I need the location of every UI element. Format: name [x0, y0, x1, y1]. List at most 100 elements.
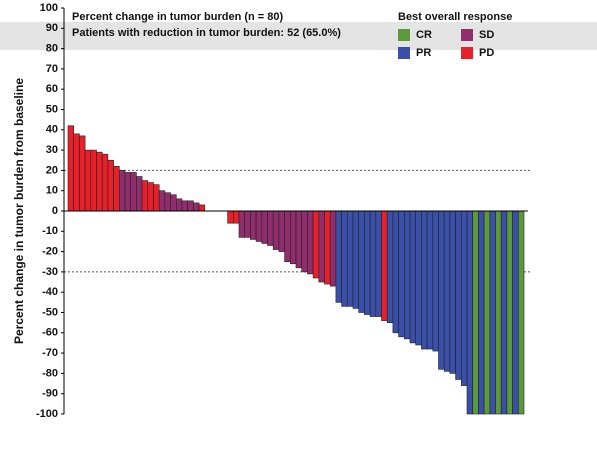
y-tick-label: 80: [46, 43, 58, 55]
bar: [346, 210, 354, 307]
bar: [96, 151, 103, 212]
legend-swatch: [398, 47, 410, 59]
bar: [84, 149, 92, 212]
bar: [187, 200, 194, 212]
bar: [517, 210, 525, 415]
y-tick-label: -70: [42, 347, 58, 359]
y-tick-label: 70: [46, 63, 58, 75]
y-tick-label: 20: [46, 164, 58, 176]
bar: [307, 210, 314, 275]
bar: [278, 210, 285, 252]
y-tick-label: -80: [42, 367, 58, 379]
bar: [101, 153, 109, 212]
bar: [409, 210, 416, 344]
bar: [147, 182, 154, 212]
bar: [233, 210, 240, 224]
bar: [227, 210, 234, 224]
y-tick-label: -50: [42, 306, 58, 318]
y-axis-label: Percent change in tumor burden from base…: [12, 78, 26, 344]
bar: [466, 210, 473, 415]
bar: [261, 210, 268, 244]
bar: [301, 210, 308, 273]
bar: [289, 210, 297, 265]
bar: [426, 210, 434, 350]
bar: [381, 210, 388, 321]
y-tick-label: 100: [40, 2, 58, 14]
legend-label: PR: [416, 47, 431, 59]
bar: [113, 166, 120, 212]
bar: [392, 210, 399, 334]
bar: [432, 210, 439, 352]
bar: [483, 210, 491, 415]
bar: [153, 184, 160, 212]
bar: [329, 210, 337, 287]
bar: [193, 202, 200, 212]
bar: [455, 210, 462, 380]
bar: [181, 200, 188, 212]
bar: [67, 125, 74, 212]
bar: [158, 190, 166, 212]
bar: [90, 149, 97, 212]
bar: [272, 210, 280, 250]
bar: [352, 210, 359, 309]
bar: [386, 210, 394, 323]
bar: [443, 210, 451, 372]
legend-title: Best overall response: [398, 11, 512, 23]
y-tick-label: -60: [42, 327, 58, 339]
y-tick-label: 50: [46, 103, 58, 115]
legend-swatch: [461, 29, 473, 41]
bar: [478, 210, 485, 415]
bar: [358, 210, 365, 313]
watermark-band: [0, 22, 597, 50]
bar: [438, 210, 445, 370]
chart-subtitle: Patients with reduction in tumor burden:…: [72, 27, 341, 39]
bar: [250, 210, 257, 240]
y-tick-label: 90: [46, 22, 58, 34]
y-tick-label: 40: [46, 124, 58, 136]
y-tick-label: -10: [42, 225, 58, 237]
bar: [318, 210, 325, 283]
bar: [284, 210, 291, 263]
bar: [460, 210, 468, 386]
bar: [255, 210, 263, 242]
bar: [267, 210, 274, 246]
y-tick-label: 60: [46, 83, 58, 95]
bar: [136, 176, 143, 212]
bar: [312, 210, 320, 279]
bar: [500, 210, 508, 415]
bar: [415, 210, 422, 346]
bar: [119, 170, 126, 212]
bar: [341, 210, 348, 307]
bar: [472, 210, 479, 415]
bar: [238, 210, 245, 238]
legend-label: PD: [479, 47, 494, 59]
bar: [130, 172, 137, 212]
bar: [170, 194, 177, 212]
bar: [107, 159, 114, 212]
y-tick-label: 0: [52, 205, 58, 217]
bar: [79, 135, 86, 212]
chart-title: Percent change in tumor burden (n = 80): [72, 11, 284, 23]
bar: [403, 210, 411, 340]
bar: [335, 210, 342, 303]
legend-label: SD: [479, 29, 494, 41]
bar: [421, 210, 428, 350]
bar: [295, 210, 302, 269]
y-tick-label: 10: [46, 185, 58, 197]
bar: [506, 210, 513, 415]
bar: [398, 210, 405, 338]
y-tick-label: -90: [42, 388, 58, 400]
bar: [176, 198, 183, 212]
bar: [244, 210, 251, 238]
bar: [364, 210, 371, 315]
legend-swatch: [398, 29, 410, 41]
bar: [124, 172, 131, 212]
bar: [489, 210, 496, 415]
y-tick-label: -40: [42, 286, 58, 298]
bar: [324, 210, 331, 285]
y-tick-label: -20: [42, 246, 58, 258]
bar: [73, 133, 80, 212]
bar: [495, 210, 502, 415]
legend-swatch: [461, 47, 473, 59]
